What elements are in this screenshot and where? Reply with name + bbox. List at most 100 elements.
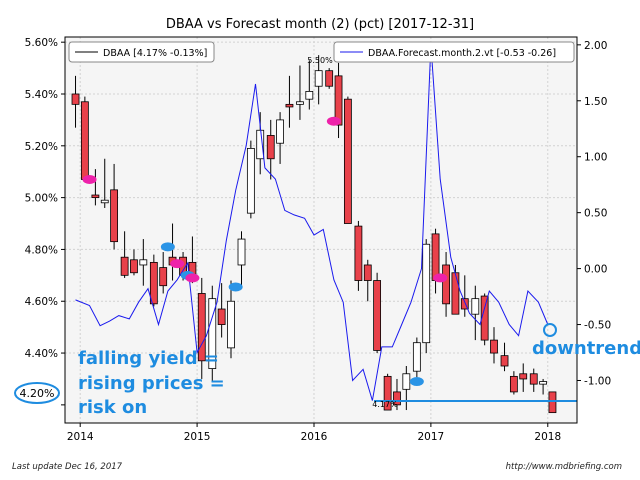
downtrend-label: downtrend xyxy=(532,338,640,359)
legend-right-box xyxy=(333,41,575,63)
candle-body-down xyxy=(130,259,138,274)
candle-body-up xyxy=(246,147,255,214)
annotation-line-1: falling yield = xyxy=(78,348,219,369)
chart-title: DBAA vs Forecast month (2) (pct) [2017-1… xyxy=(166,17,474,32)
left-tick-label: 4.80% xyxy=(25,244,58,256)
x-tick-label: 2016 xyxy=(301,431,328,443)
candle-body-down xyxy=(500,355,509,367)
candle-body-down xyxy=(460,298,469,310)
right-tick-label: 1.50 xyxy=(584,96,607,108)
candle-body-down xyxy=(480,295,489,341)
yield-box-oval xyxy=(14,382,60,404)
left-tick-label: 5.00% xyxy=(25,193,58,205)
candle-body-down xyxy=(217,308,226,325)
yield-box-label: 4.20% xyxy=(20,387,55,400)
annotation-line-3: risk on xyxy=(78,397,147,418)
candle-body-down xyxy=(91,194,100,199)
right-tick-label: 2.00 xyxy=(584,40,607,52)
signal-dot xyxy=(326,116,341,126)
legend-right: DBAA.Forecast.month.2.vt [-0.53 -0.26] xyxy=(333,41,575,63)
left-tick-label: 5.40% xyxy=(25,89,58,101)
candlestick-series xyxy=(71,55,557,414)
x-axis-ticks: 2014 2015 2016 2017 2018 xyxy=(67,423,561,443)
peak-label: 5.50% xyxy=(307,56,333,65)
left-axis-ticks: 4.40% 4.60% 4.80% 5.00% 5.20% 5.40% 5.60% xyxy=(25,37,65,406)
candle-body-down xyxy=(120,256,129,276)
right-tick-label: -0.50 xyxy=(584,320,611,332)
candle-body-down xyxy=(334,75,343,126)
downtrend-annotation: downtrend xyxy=(532,323,640,359)
footer-url[interactable]: http://www.mdbriefing.com xyxy=(505,462,622,472)
left-tick-label: 4.40% xyxy=(25,348,58,360)
candle-body-down xyxy=(266,135,275,160)
candle-body-down xyxy=(71,93,80,105)
candle-body-down xyxy=(80,101,89,180)
candle-body-up xyxy=(227,300,235,349)
candle-body-up xyxy=(237,238,246,266)
candle-body-down xyxy=(548,391,557,414)
candle-body-up xyxy=(208,298,217,369)
falling-yield-annotation: falling yield = rising prices = risk on xyxy=(78,348,225,418)
signal-dot xyxy=(185,273,200,283)
candle-body-down xyxy=(159,267,168,287)
plot-area xyxy=(65,37,577,423)
downtrend-circle xyxy=(543,323,557,337)
candle-body-down xyxy=(509,375,518,393)
candle-body-up xyxy=(276,119,284,144)
plot-frame xyxy=(64,36,578,424)
candle-body-down xyxy=(529,373,538,385)
candle-body-down xyxy=(393,391,401,406)
candle-body-down xyxy=(354,225,363,281)
forecast-series-line xyxy=(75,44,549,401)
candle-body-up xyxy=(296,101,304,105)
candle-body-down xyxy=(363,264,372,281)
candle-body-down xyxy=(519,373,528,380)
candle-body-up xyxy=(402,373,411,390)
signal-dot xyxy=(433,273,448,283)
candle-body-down xyxy=(325,70,334,87)
right-tick-label: 1.00 xyxy=(584,152,607,164)
candle-body-up xyxy=(471,298,480,315)
candle-body-down xyxy=(431,233,440,281)
left-tick-label: 4.60% xyxy=(25,296,58,308)
signal-dots xyxy=(82,116,448,387)
candle-body-down xyxy=(343,98,352,224)
right-axis-ticks: -1.00 -0.50 0.00 0.50 1.00 1.50 2.00 xyxy=(577,40,611,387)
signal-dot xyxy=(82,174,97,184)
candle-body-up xyxy=(412,342,421,372)
candle-body-down xyxy=(373,280,382,351)
candle-body-up xyxy=(314,70,323,87)
candle-body-down xyxy=(285,103,294,108)
left-tick-label: 5.20% xyxy=(25,141,58,153)
signal-dot xyxy=(170,259,185,269)
legend-left-box xyxy=(68,41,215,63)
legend-right-label: DBAA.Forecast.month.2.vt [-0.53 -0.26] xyxy=(368,48,556,59)
yield-box-annotation: 4.20% xyxy=(14,382,60,404)
candle-body-down xyxy=(197,293,206,362)
candle-body-up xyxy=(539,381,548,385)
candle-body-up xyxy=(100,199,109,204)
annotation-line-2: rising prices = xyxy=(78,373,225,394)
candle-body-down xyxy=(110,189,118,243)
footer-last-update: Last update Dec 16, 2017 xyxy=(12,462,123,472)
x-tick-label: 2015 xyxy=(184,431,211,443)
x-tick-label: 2018 xyxy=(534,431,561,443)
signal-dot xyxy=(409,377,424,387)
right-tick-label: -1.00 xyxy=(584,375,611,387)
signal-dot xyxy=(228,282,243,292)
candle-body-up xyxy=(422,243,431,344)
candle-body-up xyxy=(139,259,148,266)
candle-body-down xyxy=(149,261,158,305)
x-tick-label: 2014 xyxy=(67,431,94,443)
x-tick-label: 2017 xyxy=(418,431,445,443)
legend-left: DBAA [4.17% -0.13%] xyxy=(68,41,215,63)
candle-body-down xyxy=(490,339,498,354)
left-tick-label: 5.60% xyxy=(25,37,58,49)
candle-body-down xyxy=(451,272,460,315)
signal-dot xyxy=(160,242,175,252)
legend-left-label: DBAA [4.17% -0.13%] xyxy=(103,48,207,59)
right-tick-label: 0.50 xyxy=(584,208,607,220)
trough-label: 4.17% xyxy=(372,400,398,409)
gridlines xyxy=(65,37,577,423)
